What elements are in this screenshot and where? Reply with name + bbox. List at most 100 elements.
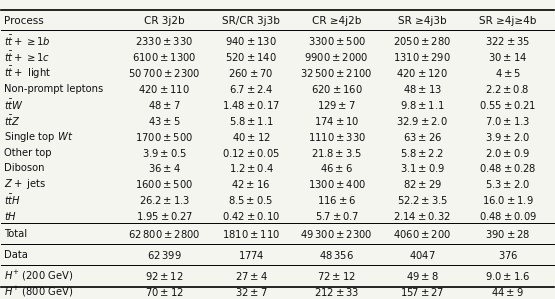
- Text: $116\pm6$: $116\pm6$: [317, 194, 356, 206]
- Text: $1.95\pm0.27$: $1.95\pm0.27$: [135, 210, 193, 222]
- Text: $48\pm13$: $48\pm13$: [403, 83, 442, 95]
- Text: Diboson: Diboson: [4, 164, 44, 173]
- Text: $520\pm140$: $520\pm140$: [225, 51, 277, 63]
- Text: $4\pm5$: $4\pm5$: [495, 67, 521, 79]
- Text: $26.2\pm1.3$: $26.2\pm1.3$: [139, 194, 190, 206]
- Text: $0.55\pm0.21$: $0.55\pm0.21$: [479, 99, 537, 111]
- Text: $H^{+}$ (200 GeV): $H^{+}$ (200 GeV): [4, 269, 74, 283]
- Text: $82\pm29$: $82\pm29$: [403, 179, 442, 190]
- Text: $420\pm120$: $420\pm120$: [396, 67, 448, 79]
- Text: $376$: $376$: [497, 249, 518, 261]
- Text: $50\,700\pm2300$: $50\,700\pm2300$: [128, 67, 200, 79]
- Text: $2050\pm280$: $2050\pm280$: [393, 35, 451, 47]
- Text: $44\pm9$: $44\pm9$: [492, 286, 524, 298]
- Text: Total: Total: [4, 229, 27, 239]
- Text: Data: Data: [4, 250, 28, 260]
- Text: $1.48\pm0.17$: $1.48\pm0.17$: [222, 99, 280, 111]
- Text: $9.8\pm1.1$: $9.8\pm1.1$: [400, 99, 445, 111]
- Text: SR/CR 3j3b: SR/CR 3j3b: [222, 16, 280, 26]
- Text: $7.0\pm1.3$: $7.0\pm1.3$: [485, 115, 531, 127]
- Text: $157\pm27$: $157\pm27$: [400, 286, 445, 298]
- Text: $tH$: $tH$: [4, 210, 17, 222]
- Text: SR ≥4j≥4b: SR ≥4j≥4b: [479, 16, 537, 26]
- Text: $21.8\pm3.5$: $21.8\pm3.5$: [311, 147, 362, 158]
- Text: $129\pm7$: $129\pm7$: [317, 99, 356, 111]
- Text: $62\,800\pm2800$: $62\,800\pm2800$: [128, 228, 200, 240]
- Text: $6.7\pm2.4$: $6.7\pm2.4$: [229, 83, 274, 95]
- Text: $t\bar{t}Z$: $t\bar{t}Z$: [4, 114, 21, 128]
- Text: $3.1\pm0.9$: $3.1\pm0.9$: [400, 162, 445, 174]
- Text: $5.3\pm2.0$: $5.3\pm2.0$: [485, 179, 531, 190]
- Text: $32.9\pm2.0$: $32.9\pm2.0$: [396, 115, 448, 127]
- Text: Single top $Wt$: Single top $Wt$: [4, 129, 74, 144]
- Text: $1310\pm290$: $1310\pm290$: [393, 51, 451, 63]
- Text: $0.42\pm0.10$: $0.42\pm0.10$: [222, 210, 280, 222]
- Text: CR ≥4j2b: CR ≥4j2b: [312, 16, 361, 26]
- Text: $46\pm6$: $46\pm6$: [320, 162, 353, 174]
- Text: $1600\pm500$: $1600\pm500$: [135, 179, 193, 190]
- Text: $0.48\pm0.09$: $0.48\pm0.09$: [479, 210, 537, 222]
- Text: $174\pm10$: $174\pm10$: [314, 115, 359, 127]
- Text: $27\pm4$: $27\pm4$: [235, 270, 268, 282]
- Text: $9.0\pm1.6$: $9.0\pm1.6$: [485, 270, 531, 282]
- Text: $940\pm130$: $940\pm130$: [225, 35, 277, 47]
- Text: $1810\pm110$: $1810\pm110$: [222, 228, 280, 240]
- Text: Process: Process: [4, 16, 44, 26]
- Text: $43\pm5$: $43\pm5$: [148, 115, 180, 127]
- Text: $32\,500\pm2100$: $32\,500\pm2100$: [300, 67, 373, 79]
- Text: $t\bar{t}+$ light: $t\bar{t}+$ light: [4, 65, 52, 81]
- Text: $9900\pm2000$: $9900\pm2000$: [304, 51, 369, 63]
- Text: $3300\pm500$: $3300\pm500$: [307, 35, 366, 47]
- Text: $48\,356$: $48\,356$: [319, 249, 354, 261]
- Text: $260\pm70$: $260\pm70$: [228, 67, 274, 79]
- Text: $Z+$ jets: $Z+$ jets: [4, 177, 46, 191]
- Text: $40\pm12$: $40\pm12$: [231, 131, 270, 143]
- Text: $1.2\pm0.4$: $1.2\pm0.4$: [229, 162, 274, 174]
- Text: $2.2\pm0.8$: $2.2\pm0.8$: [486, 83, 530, 95]
- Text: $2.0\pm0.9$: $2.0\pm0.9$: [485, 147, 531, 158]
- Text: $52.2\pm3.5$: $52.2\pm3.5$: [397, 194, 448, 206]
- Text: $t\bar{t}H$: $t\bar{t}H$: [4, 193, 21, 207]
- Text: $212\pm33$: $212\pm33$: [314, 286, 359, 298]
- Text: $72\pm12$: $72\pm12$: [317, 270, 356, 282]
- Text: $5.8\pm1.1$: $5.8\pm1.1$: [229, 115, 274, 127]
- Text: $2.14\pm0.32$: $2.14\pm0.32$: [393, 210, 451, 222]
- Text: $4047$: $4047$: [409, 249, 436, 261]
- Text: $0.12\pm0.05$: $0.12\pm0.05$: [222, 147, 280, 158]
- Text: $49\,300\pm2300$: $49\,300\pm2300$: [300, 228, 373, 240]
- Text: $t\bar{t}W$: $t\bar{t}W$: [4, 98, 24, 112]
- Text: $1774$: $1774$: [238, 249, 264, 261]
- Text: CR 3j2b: CR 3j2b: [144, 16, 185, 26]
- Text: SR ≥4j3b: SR ≥4j3b: [398, 16, 446, 26]
- Text: $16.0\pm1.9$: $16.0\pm1.9$: [482, 194, 533, 206]
- Text: $42\pm16$: $42\pm16$: [231, 179, 270, 190]
- Text: $32\pm7$: $32\pm7$: [235, 286, 268, 298]
- Text: $2330\pm330$: $2330\pm330$: [135, 35, 193, 47]
- Text: $1300\pm400$: $1300\pm400$: [307, 179, 366, 190]
- Text: $49\pm8$: $49\pm8$: [406, 270, 438, 282]
- Text: Other top: Other top: [4, 147, 52, 158]
- Text: $t\bar{t}+\geq1c$: $t\bar{t}+\geq1c$: [4, 50, 51, 64]
- Text: $1700\pm500$: $1700\pm500$: [135, 131, 193, 143]
- Text: $5.8\pm2.2$: $5.8\pm2.2$: [400, 147, 445, 158]
- Text: $322\pm35$: $322\pm35$: [485, 35, 531, 47]
- Text: $30\pm14$: $30\pm14$: [488, 51, 527, 63]
- Text: $4060\pm200$: $4060\pm200$: [393, 228, 451, 240]
- Text: $8.5\pm0.5$: $8.5\pm0.5$: [229, 194, 274, 206]
- Text: Non-prompt leptons: Non-prompt leptons: [4, 84, 103, 94]
- Text: $420\pm110$: $420\pm110$: [138, 83, 190, 95]
- Text: $620\pm160$: $620\pm160$: [311, 83, 362, 95]
- Text: $70\pm12$: $70\pm12$: [145, 286, 184, 298]
- Text: $H^{+}$ (800 GeV): $H^{+}$ (800 GeV): [4, 285, 74, 299]
- Text: $0.48\pm0.28$: $0.48\pm0.28$: [479, 162, 537, 174]
- Text: $36\pm4$: $36\pm4$: [148, 162, 181, 174]
- Text: $48\pm7$: $48\pm7$: [148, 99, 180, 111]
- Text: $5.7\pm0.7$: $5.7\pm0.7$: [315, 210, 359, 222]
- Text: $62\,399$: $62\,399$: [147, 249, 181, 261]
- Text: $390\pm28$: $390\pm28$: [485, 228, 531, 240]
- Text: $3.9\pm0.5$: $3.9\pm0.5$: [142, 147, 187, 158]
- Text: $t\bar{t}+\geq1b$: $t\bar{t}+\geq1b$: [4, 34, 51, 48]
- Text: $3.9\pm2.0$: $3.9\pm2.0$: [485, 131, 531, 143]
- Text: $92\pm12$: $92\pm12$: [145, 270, 184, 282]
- Text: $6100\pm1300$: $6100\pm1300$: [132, 51, 196, 63]
